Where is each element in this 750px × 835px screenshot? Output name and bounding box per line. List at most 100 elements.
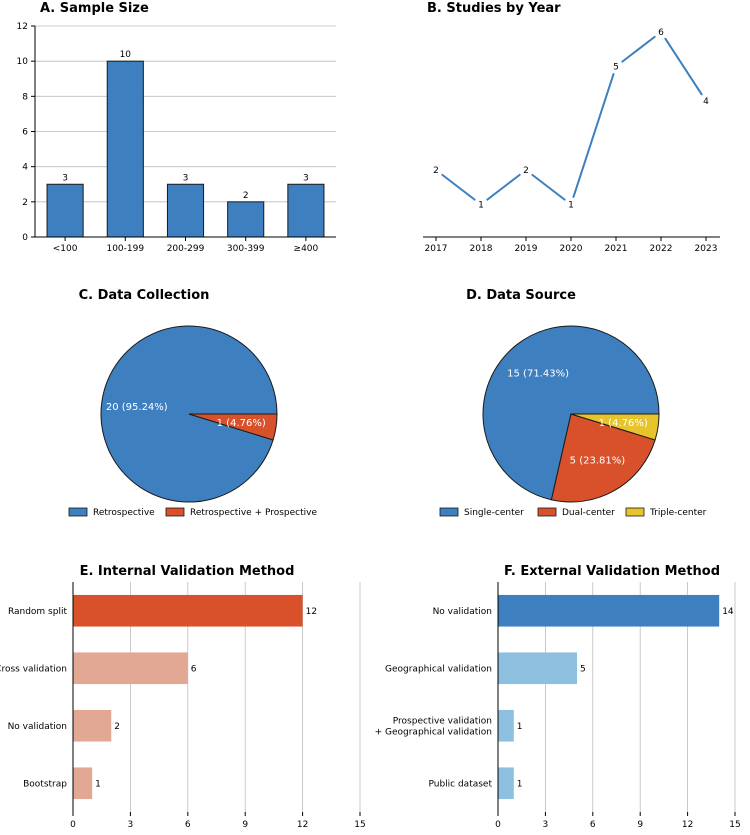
y-tick-label: 6 — [22, 128, 28, 138]
y-tick-label: 8 — [22, 92, 28, 102]
slice-label: 1 (4.76%) — [217, 418, 266, 429]
chart-c: C. Data Collection 20 (95.24%) 1 (4.76%) Re… — [68, 288, 317, 518]
point-value-label: 6 — [658, 28, 664, 38]
bar-value-label: 5 — [580, 664, 586, 674]
x-tick-label: <100 — [53, 244, 78, 254]
y-tick-label: 10 — [17, 57, 29, 67]
legend-swatch — [68, 507, 88, 517]
chart-d-title: D. Data Source — [466, 288, 576, 303]
bar — [73, 594, 303, 627]
legend-swatch — [537, 507, 557, 517]
y-tick-label: 2 — [22, 198, 28, 208]
x-tick-label: 3 — [543, 820, 549, 830]
y-category-label: Cross validation — [0, 664, 67, 674]
chart-c-title: C. Data Collection — [79, 288, 210, 303]
x-tick-label: 100-199 — [106, 244, 144, 254]
bar — [73, 709, 112, 742]
legend-label: Triple-center — [649, 508, 707, 518]
y-tick-label: 0 — [22, 233, 28, 243]
chart-f-title: F. External Validation Method — [504, 564, 720, 579]
y-category-label: No validation — [8, 722, 67, 732]
x-tick-label: 0 — [495, 820, 501, 830]
x-tick-label: 9 — [242, 820, 248, 830]
line-segment — [486, 173, 521, 201]
slice-label: 5 (23.81%) — [570, 456, 626, 467]
x-tick-label: 2017 — [425, 244, 448, 254]
legend-label: Retrospective + Prospective — [190, 508, 317, 518]
x-tick-label: 2021 — [605, 244, 628, 254]
bar — [46, 183, 84, 238]
slice-label: 1 (4.76%) — [599, 418, 648, 429]
y-category-label: No validation — [433, 607, 492, 617]
x-tick-label: 12 — [297, 820, 308, 830]
bar — [73, 767, 93, 800]
x-tick-label: 200-299 — [167, 244, 205, 254]
x-tick-label: 9 — [637, 820, 643, 830]
bar-value-label: 3 — [62, 173, 68, 183]
x-tick-label: 300-399 — [227, 244, 265, 254]
x-tick-label: 2023 — [695, 244, 718, 254]
bar-value-label: 6 — [191, 664, 197, 674]
bar-value-label: 10 — [120, 50, 132, 60]
line-segment — [621, 35, 656, 63]
y-category-label: Prospective validation + Geographical val… — [375, 716, 492, 737]
pie-slice — [482, 325, 660, 501]
point-value-label: 5 — [613, 63, 619, 73]
bar — [498, 767, 514, 800]
y-tick-label: 4 — [22, 163, 28, 173]
bar — [166, 183, 205, 238]
slice-label: 20 (95.24%) — [106, 402, 168, 413]
x-tick-label: 6 — [590, 820, 596, 830]
x-tick-label: 2022 — [650, 244, 673, 254]
bar-value-label: 1 — [95, 779, 101, 789]
bar-value-label: 2 — [114, 722, 120, 732]
y-category-label: Bootstrap — [23, 779, 67, 789]
point-value-label: 1 — [478, 201, 484, 211]
line-segment — [531, 173, 566, 201]
x-tick-label: 15 — [729, 820, 740, 830]
bar — [287, 183, 325, 238]
pie-slice — [550, 413, 656, 503]
chart-d: D. Data Source 15 (71.43%) 5 (23.81%) 1 (4.… — [439, 288, 707, 518]
legend-label: Single-center — [464, 508, 524, 518]
x-tick-label: 12 — [682, 820, 693, 830]
bar-value-label: 3 — [303, 173, 309, 183]
bar — [498, 594, 720, 627]
bar-value-label: 1 — [517, 779, 523, 789]
bar — [227, 201, 265, 238]
y-category-label: Random split — [8, 607, 68, 617]
point-value-label: 2 — [433, 166, 439, 176]
y-category-label: Public dataset — [428, 779, 492, 789]
pie-slice — [570, 413, 660, 441]
x-tick-label: ≥400 — [294, 244, 319, 254]
point-value-label: 2 — [523, 166, 529, 176]
pie-slice — [188, 413, 278, 441]
legend-swatch — [439, 507, 459, 517]
point-value-label: 4 — [703, 97, 709, 107]
bar-value-label: 2 — [243, 191, 249, 201]
chart-e-title: E. Internal Validation Method — [80, 564, 295, 579]
legend-label: Dual-center — [562, 508, 615, 518]
legend-label: Retrospective — [93, 508, 155, 518]
bar — [498, 652, 577, 685]
legend-swatch — [165, 507, 185, 517]
bar — [73, 652, 188, 685]
bar — [106, 60, 144, 238]
line-segment — [664, 37, 703, 96]
bar-value-label: 1 — [517, 722, 523, 732]
slice-label: 15 (71.43%) — [507, 369, 569, 380]
x-tick-label: 6 — [185, 820, 191, 830]
y-category-label: Geographical validation — [385, 664, 492, 674]
x-tick-label: 2018 — [470, 244, 493, 254]
x-tick-label: 3 — [128, 820, 134, 830]
bar-value-label: 14 — [722, 607, 734, 617]
chart-a: A. Sample Size 0 2 4 6 8 10 12 3 <100 10 100-199 3 20… — [17, 1, 336, 254]
y-tick-label: 12 — [17, 22, 28, 32]
line-segment — [572, 73, 615, 198]
bar-value-label: 12 — [306, 607, 317, 617]
legend-swatch — [625, 507, 645, 517]
x-tick-label: 15 — [354, 820, 365, 830]
